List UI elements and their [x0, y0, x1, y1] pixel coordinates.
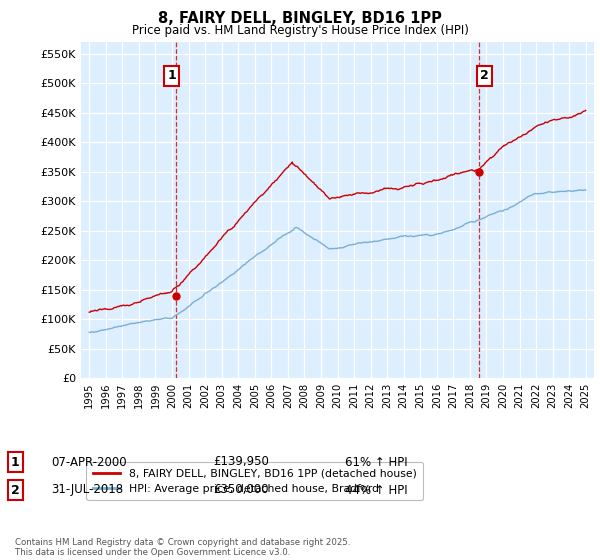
Text: £139,950: £139,950	[213, 455, 269, 469]
Text: 07-APR-2000: 07-APR-2000	[51, 455, 127, 469]
Text: Contains HM Land Registry data © Crown copyright and database right 2025.
This d: Contains HM Land Registry data © Crown c…	[15, 538, 350, 557]
Text: Price paid vs. HM Land Registry's House Price Index (HPI): Price paid vs. HM Land Registry's House …	[131, 24, 469, 36]
Text: 8, FAIRY DELL, BINGLEY, BD16 1PP: 8, FAIRY DELL, BINGLEY, BD16 1PP	[158, 11, 442, 26]
Text: 1: 1	[11, 455, 19, 469]
Text: £350,000: £350,000	[213, 483, 269, 497]
Legend: 8, FAIRY DELL, BINGLEY, BD16 1PP (detached house), HPI: Average price, detached : 8, FAIRY DELL, BINGLEY, BD16 1PP (detach…	[86, 462, 423, 500]
Text: 1: 1	[167, 69, 176, 82]
Text: 31-JUL-2018: 31-JUL-2018	[51, 483, 123, 497]
Text: 2: 2	[480, 69, 489, 82]
Text: 44% ↑ HPI: 44% ↑ HPI	[345, 483, 407, 497]
Text: 61% ↑ HPI: 61% ↑ HPI	[345, 455, 407, 469]
Text: 2: 2	[11, 483, 19, 497]
